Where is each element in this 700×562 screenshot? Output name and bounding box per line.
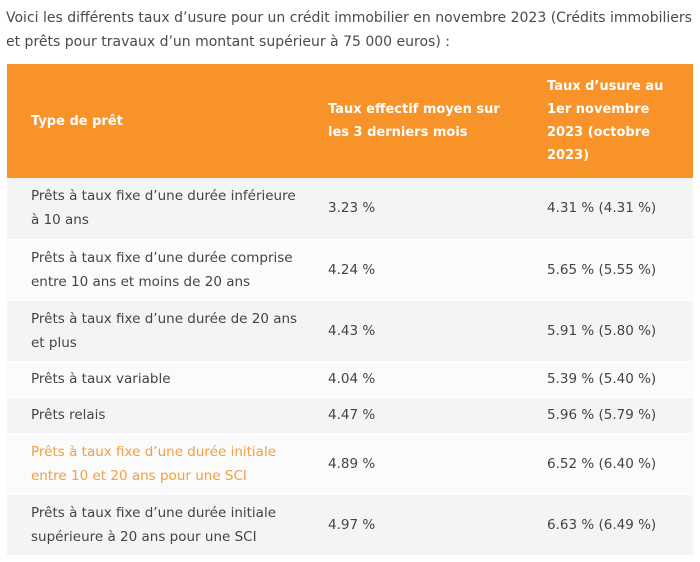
table-row: Prêts à taux fixe d’une durée de 20 ans … [7,300,693,362]
average-rate-cell: 4.04 % [315,361,524,398]
average-rate-cell: 4.89 % [315,433,524,495]
loan-type-cell: Prêts à taux fixe d’une durée initiale s… [7,494,315,556]
usury-rate-cell: 5.91 % (5.80 %) [524,300,693,362]
table-row: Prêts à taux fixe d’une durée initiale e… [7,433,693,495]
table-row: Prêts à taux fixe d’une durée comprise e… [7,239,693,301]
usury-rate-cell: 5.65 % (5.55 %) [524,239,693,301]
usury-rate-cell: 4.31 % (4.31 %) [524,178,693,240]
loan-type-cell: Prêts à taux fixe d’une durée comprise e… [7,239,315,301]
average-rate-cell: 4.97 % [315,494,524,556]
usury-rate-cell: 5.96 % (5.79 %) [524,397,693,434]
loan-type-cell: Prêts relais [7,397,315,434]
table-header-row: Type de prêt Taux effectif moyen sur les… [7,64,693,178]
average-rate-cell: 4.47 % [315,397,524,434]
table-row: Prêts à taux fixe d’une durée initiale s… [7,494,693,556]
loan-type-cell: Prêts à taux fixe d’une durée de 20 ans … [7,300,315,362]
header-loan-type: Type de prêt [31,113,123,129]
table-body: Prêts à taux fixe d’une durée inférieure… [7,178,693,556]
table-row: Prêts à taux variable 4.04 % 5.39 % (5.4… [7,361,693,398]
table-row: Prêts à taux fixe d’une durée inférieure… [7,178,693,240]
average-rate-cell: 3.23 % [315,178,524,240]
loan-type-cell: Prêts à taux fixe d’une durée initiale e… [7,433,315,495]
usury-rate-table: Type de prêt Taux effectif moyen sur les… [7,64,693,556]
usury-rate-cell: 6.63 % (6.49 %) [524,494,693,556]
header-usury-rate: Taux d’usure au 1er novembre 2023 (octob… [547,79,664,163]
usury-rate-cell: 5.39 % (5.40 %) [524,361,693,398]
loan-type-cell: Prêts à taux variable [7,361,315,398]
loan-type-cell: Prêts à taux fixe d’une durée inférieure… [7,178,315,240]
average-rate-cell: 4.43 % [315,300,524,362]
table-header: Type de prêt Taux effectif moyen sur les… [7,64,693,178]
intro-text: Voici les différents taux d’usure pour u… [6,10,692,50]
table-row: Prêts relais 4.47 % 5.96 % (5.79 %) [7,397,693,434]
usury-rate-cell: 6.52 % (6.40 %) [524,433,693,495]
header-average-rate: Taux effectif moyen sur les 3 derniers m… [328,102,500,140]
average-rate-cell: 4.24 % [315,239,524,301]
